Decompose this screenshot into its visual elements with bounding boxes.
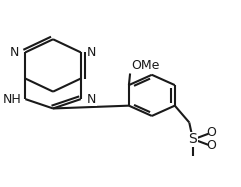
Text: O: O xyxy=(206,139,216,152)
Text: N: N xyxy=(87,93,96,106)
Text: N: N xyxy=(87,46,96,59)
Text: N: N xyxy=(10,46,19,59)
Text: NH: NH xyxy=(3,93,21,106)
Text: OMe: OMe xyxy=(131,59,160,72)
Text: S: S xyxy=(188,132,197,146)
Text: O: O xyxy=(206,126,216,139)
